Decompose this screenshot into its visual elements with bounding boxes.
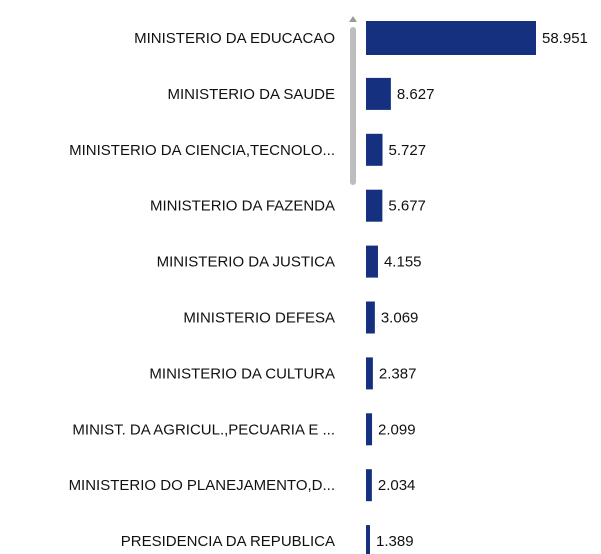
category-label: MINISTERIO DA FAZENDA [150, 198, 335, 215]
category-label: MINISTERIO DA EDUCACAO [134, 30, 335, 47]
bar [366, 21, 536, 55]
category-label: MINISTERIO DA CIENCIA,TECNOLO... [69, 142, 335, 159]
value-label: 4.155 [384, 254, 422, 271]
value-label: 58.951 [542, 30, 588, 47]
value-label: 2.099 [378, 421, 416, 438]
value-label: 8.627 [397, 86, 435, 103]
scroll-thumb[interactable] [350, 27, 356, 185]
value-label: 3.069 [381, 309, 419, 326]
value-label: 5.727 [389, 142, 427, 159]
category-label: MINISTERIO DEFESA [183, 309, 335, 326]
value-label: 1.389 [376, 533, 414, 550]
category-label: MINISTERIO DA SAUDE [167, 86, 335, 103]
category-label: MINISTERIO DO PLANEJAMENTO,D... [69, 477, 335, 494]
bar [366, 133, 383, 166]
scroll-arrow[interactable] [349, 16, 357, 22]
category-label: PRESIDENCIA DA REPUBLICA [121, 533, 335, 550]
category-label: MINIST. DA AGRICUL.,PECUARIA E ... [72, 421, 335, 438]
category-label: MINISTERIO DA JUSTICA [157, 254, 335, 271]
bar [366, 525, 371, 554]
bar [366, 77, 391, 110]
bar [366, 413, 373, 446]
scrollbar[interactable] [349, 16, 357, 185]
value-label: 2.034 [378, 477, 416, 494]
bar [366, 301, 375, 334]
bar [366, 245, 378, 278]
category-label: MINISTERIO DA CULTURA [149, 365, 335, 382]
bar [366, 189, 383, 222]
bar [366, 357, 373, 390]
value-label: 2.387 [379, 365, 417, 382]
value-label: 5.677 [388, 198, 426, 215]
bar [366, 469, 372, 502]
